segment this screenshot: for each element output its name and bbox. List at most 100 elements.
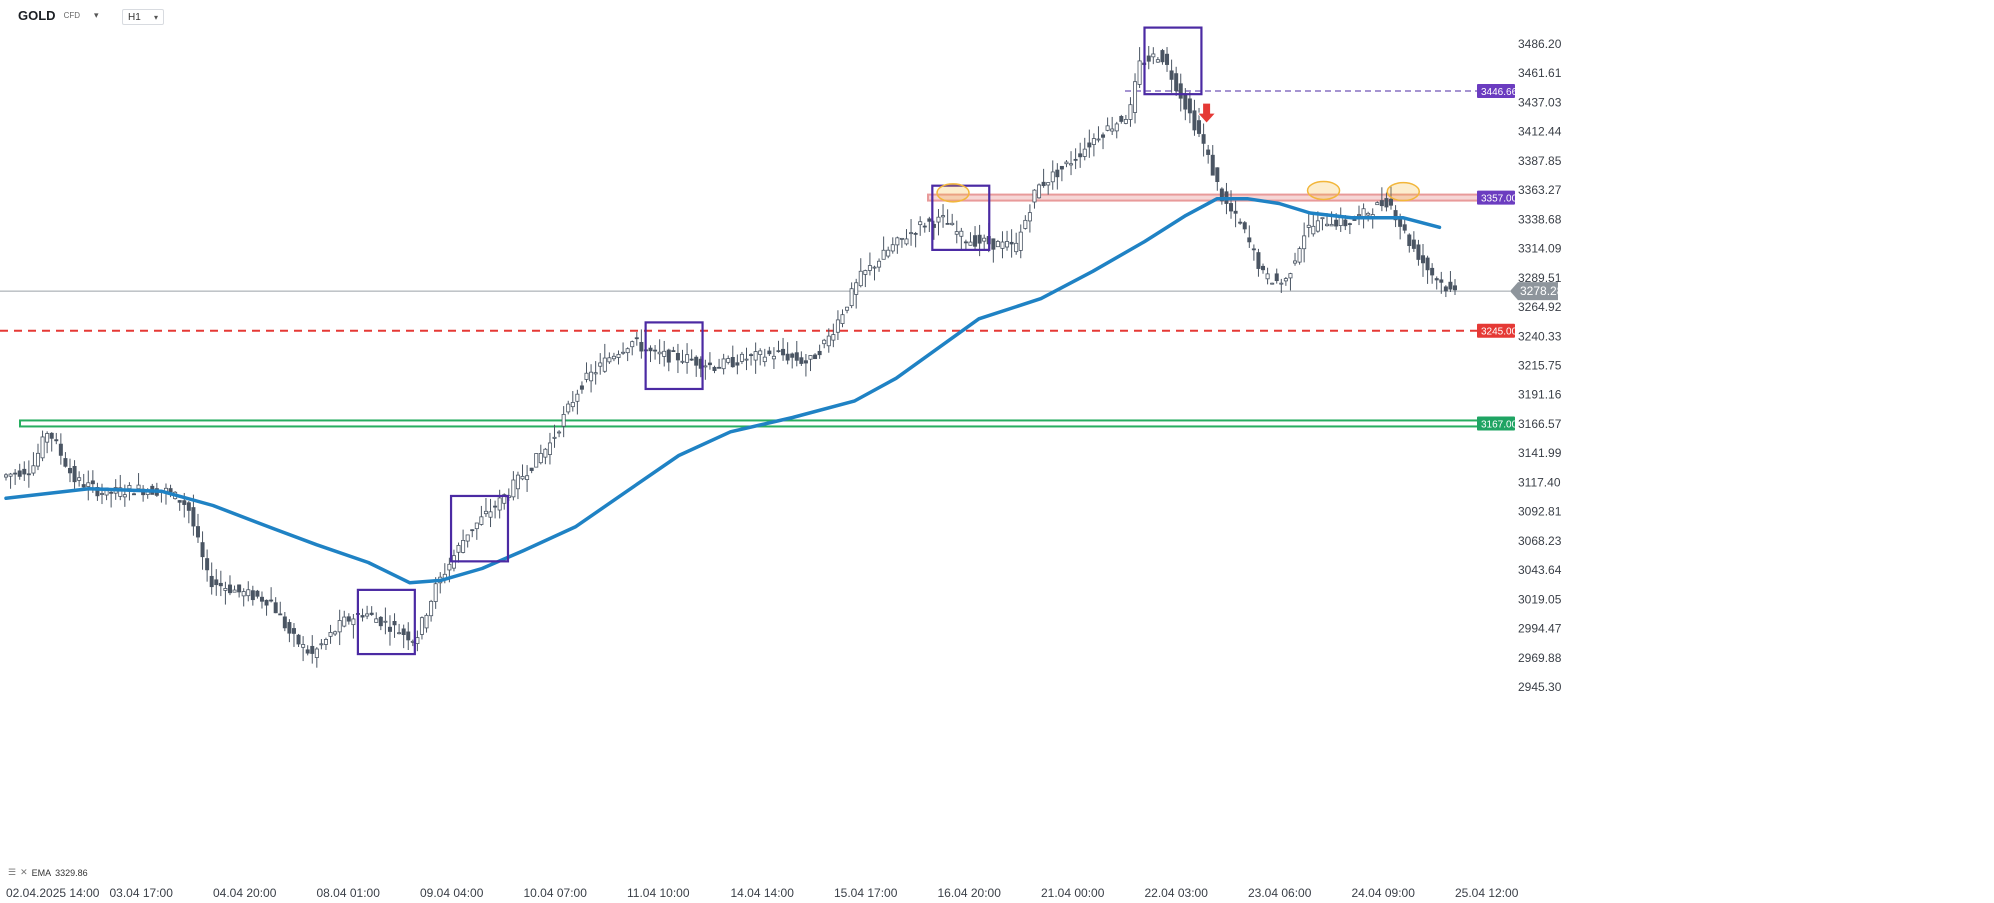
candle-bull xyxy=(1128,104,1133,120)
candle-bear xyxy=(13,472,18,475)
candle-bull xyxy=(465,534,470,542)
candle-bull xyxy=(808,355,813,360)
timeframe-select[interactable]: H1 ▾ xyxy=(122,9,164,25)
candle-bull xyxy=(630,341,635,348)
symbol-dropdown-icon[interactable]: ▾ xyxy=(94,10,99,20)
candle-bull xyxy=(502,494,507,504)
candle-bear xyxy=(1215,167,1220,183)
candle-bear xyxy=(1453,285,1458,291)
symbol-name[interactable]: GOLD xyxy=(18,8,56,23)
candle-bull xyxy=(982,237,987,242)
indicator-close-icon[interactable]: ✕ xyxy=(20,867,28,877)
candle-bear xyxy=(182,500,187,505)
y-tick-label: 3191.16 xyxy=(1518,388,1562,402)
candle-bull xyxy=(744,358,749,361)
candle-bull xyxy=(863,270,868,275)
candle-bear xyxy=(1197,120,1202,134)
price-label-bg xyxy=(1477,416,1515,431)
candle-bull xyxy=(415,637,420,644)
candle-bull xyxy=(1155,59,1160,63)
y-tick-label: 3486.20 xyxy=(1518,37,1562,51)
candle-bear xyxy=(735,362,740,366)
candle-bear xyxy=(648,347,653,352)
price-label-bg xyxy=(1477,323,1515,338)
price-label: 3446.66 xyxy=(1481,87,1518,98)
candle-bear xyxy=(392,621,397,626)
candle-bear xyxy=(360,615,365,618)
candle-bull xyxy=(959,230,964,237)
candle-bear xyxy=(310,645,315,654)
candle-bull xyxy=(835,319,840,333)
candle-bull xyxy=(918,221,923,226)
candle-bull xyxy=(424,614,429,629)
candle-bear xyxy=(273,602,278,614)
candle-bull xyxy=(337,620,342,633)
candle-bull xyxy=(232,589,237,593)
candle-bear xyxy=(790,353,795,358)
pattern-box-2 xyxy=(449,494,510,563)
candle-bear xyxy=(675,352,680,361)
candle-bull xyxy=(515,474,520,490)
candle-bear xyxy=(689,358,694,361)
candle-bull xyxy=(625,348,630,354)
candle-bear xyxy=(346,616,351,622)
x-tick-label: 03.04 17:00 xyxy=(110,886,174,900)
candle-bull xyxy=(483,510,488,515)
candle-bear xyxy=(579,385,584,390)
y-tick-label: 3019.05 xyxy=(1518,592,1562,606)
candle-bull xyxy=(575,393,580,402)
y-tick-label: 3166.57 xyxy=(1518,417,1562,431)
candle-bear xyxy=(1087,142,1092,148)
support-band xyxy=(19,419,1479,428)
candle-bear xyxy=(671,350,676,352)
candle-bull xyxy=(557,431,562,434)
candle-bear xyxy=(1343,219,1348,227)
candle-bull xyxy=(319,643,324,646)
candle-bear xyxy=(1448,281,1453,290)
candle-bull xyxy=(433,583,438,602)
candle-bear xyxy=(1192,110,1197,131)
candle-bull xyxy=(479,516,484,525)
candle-bear xyxy=(529,467,534,471)
candle-bull xyxy=(534,453,539,468)
candle-bull xyxy=(607,357,612,363)
candle-bear xyxy=(1101,134,1106,138)
y-tick-label: 2945.30 xyxy=(1518,680,1562,694)
candle-bear xyxy=(1256,252,1261,269)
candle-bull xyxy=(333,631,338,635)
x-tick-label: 08.04 01:00 xyxy=(317,886,381,900)
candle-bull xyxy=(374,618,379,623)
candle-bull xyxy=(328,632,333,637)
candle-bear xyxy=(1247,237,1252,243)
candle-bull xyxy=(566,403,571,413)
candle-bear xyxy=(1439,279,1444,283)
current-price-label: 3278.28 xyxy=(1520,284,1564,298)
candle-bull xyxy=(1375,202,1380,206)
indicator-settings-icon[interactable]: ☰ xyxy=(8,867,17,877)
candle-bear xyxy=(58,443,63,456)
candle-bull xyxy=(497,497,502,511)
ema-line xyxy=(4,197,1442,585)
candle-bull xyxy=(525,475,530,480)
candle-bear xyxy=(81,484,86,488)
touch-ellipse-1 xyxy=(936,183,970,203)
candle-bull xyxy=(1315,220,1320,232)
indicator-name: EMA xyxy=(31,867,52,878)
candle-bear xyxy=(730,356,735,368)
candle-bear xyxy=(67,467,72,474)
x-tick-label: 21.04 00:00 xyxy=(1041,886,1105,900)
pattern-box-3 xyxy=(644,321,704,391)
candle-bear xyxy=(1416,244,1421,260)
candle-bull xyxy=(1096,138,1101,141)
candle-bear xyxy=(1389,198,1394,206)
candle-bear xyxy=(205,558,210,571)
candle-bear xyxy=(470,529,475,532)
candle-bull xyxy=(602,357,607,372)
candle-bear xyxy=(200,542,205,558)
candle-bear xyxy=(1183,94,1188,110)
candle-bear xyxy=(1178,83,1183,99)
candle-bull xyxy=(1105,125,1110,131)
candle-bear xyxy=(282,616,287,629)
candle-bear xyxy=(717,366,722,369)
